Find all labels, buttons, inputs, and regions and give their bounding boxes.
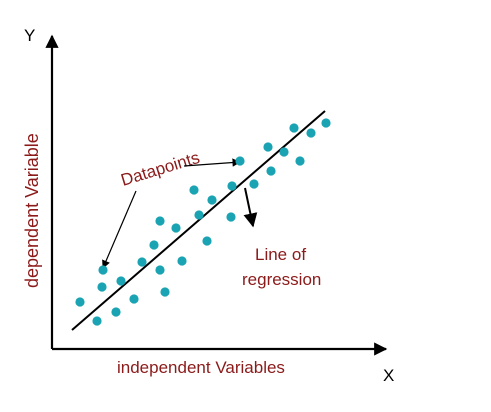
datapoints-group xyxy=(75,118,331,326)
datapoint xyxy=(279,147,289,157)
regression-label-line2: regression xyxy=(242,270,321,289)
datapoint xyxy=(171,223,181,233)
datapoint xyxy=(235,156,245,166)
datapoint xyxy=(137,257,147,267)
datapoint xyxy=(160,287,170,297)
datapoints-label: Datapoints xyxy=(119,148,202,190)
datapoint xyxy=(249,179,259,189)
datapoint xyxy=(75,297,85,307)
datapoint xyxy=(149,240,159,250)
datapoint xyxy=(227,181,237,191)
x-axis-letter: X xyxy=(383,366,394,385)
datapoint xyxy=(321,118,331,128)
regression-label-line1: Line of xyxy=(255,245,306,264)
datapoint xyxy=(189,185,199,195)
datapoint xyxy=(92,316,102,326)
datapoint xyxy=(306,128,316,138)
y-axis-label: dependent Variable xyxy=(22,133,42,288)
datapoint xyxy=(129,294,139,304)
datapoint xyxy=(207,195,217,205)
datapoint xyxy=(155,265,165,275)
datapoint xyxy=(116,276,126,286)
datapoint xyxy=(98,265,108,275)
regression-line xyxy=(71,110,326,331)
datapoint xyxy=(155,216,165,226)
datapoint xyxy=(202,236,212,246)
datapoint xyxy=(266,166,276,176)
datapoint xyxy=(289,123,299,133)
y-axis-letter: Y xyxy=(24,26,35,45)
x-axis-label: independent Variables xyxy=(117,358,285,377)
datapoint xyxy=(263,142,273,152)
datapoint xyxy=(295,156,305,166)
datapoint xyxy=(97,282,107,292)
datapoint xyxy=(194,210,204,220)
datapoint xyxy=(177,256,187,266)
datapoints-pointer-upper xyxy=(183,158,241,167)
datapoint xyxy=(226,212,236,222)
datapoint xyxy=(111,307,121,317)
datapoints-pointer-lower xyxy=(102,190,137,269)
regression-pointer xyxy=(243,187,258,228)
